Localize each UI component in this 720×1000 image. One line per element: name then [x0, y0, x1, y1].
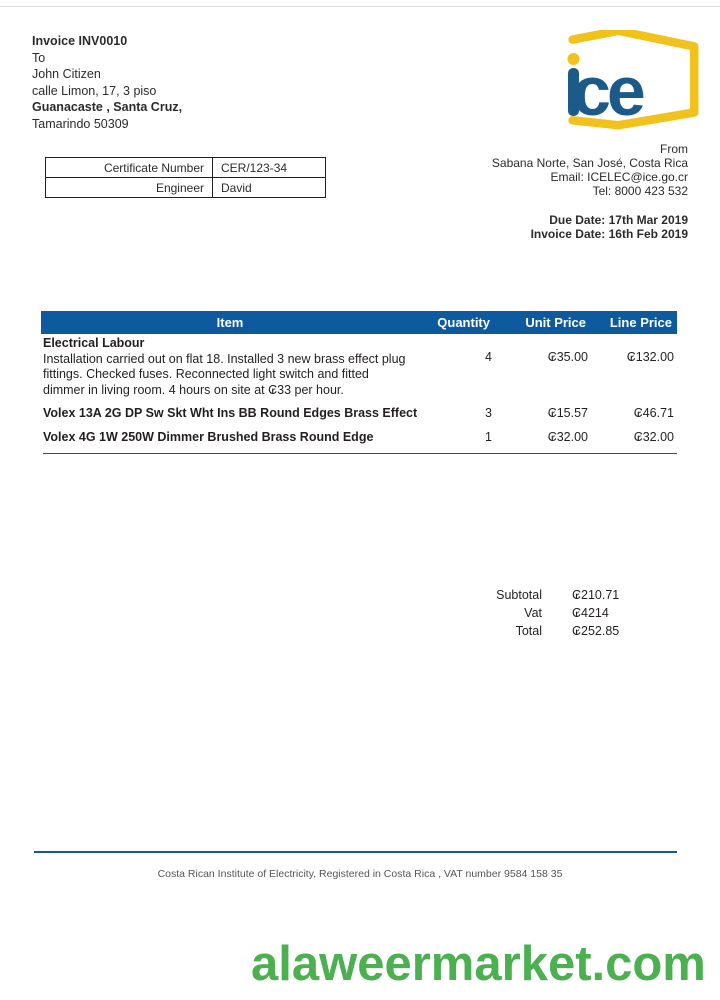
svg-text:ce: ce [572, 52, 644, 130]
